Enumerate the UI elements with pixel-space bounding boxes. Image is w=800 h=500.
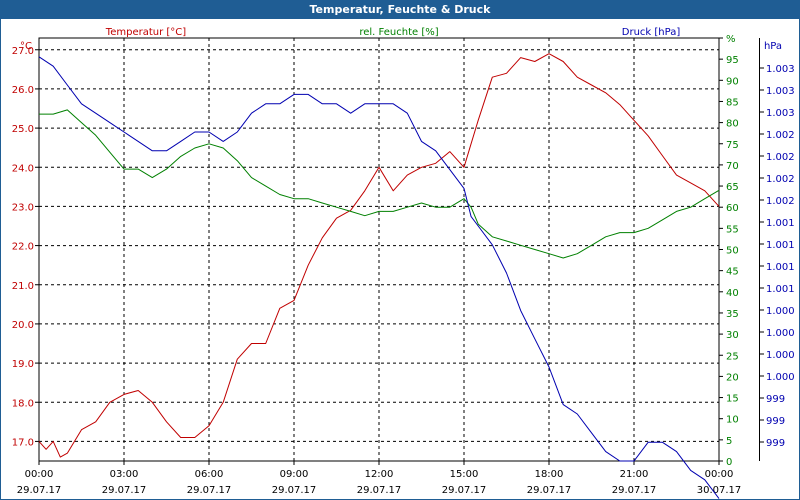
pressure-tick-label: 1.001 xyxy=(766,262,795,273)
data-series xyxy=(38,53,720,499)
temperature-tick-label: 27.0 xyxy=(12,46,34,57)
pressure-tick-label: 1.000 xyxy=(766,328,795,339)
temperature-axis-label: Temperatur [°C] xyxy=(105,27,186,38)
pressure-series-line xyxy=(38,56,720,499)
x-tick-time: 00:00 xyxy=(705,469,734,480)
humidity-tick-label: 65 xyxy=(726,182,739,193)
pressure-tick-label: 1.002 xyxy=(766,152,795,163)
humidity-tick-label: 90 xyxy=(726,76,739,87)
x-tick-time: 18:00 xyxy=(535,469,564,480)
humidity-tick-label: 70 xyxy=(726,161,739,172)
temperature-tick-label: 23.0 xyxy=(12,202,34,213)
pressure-tick-label: 1.001 xyxy=(766,284,795,295)
x-tick-date: 30.07.17 xyxy=(697,485,742,496)
pressure-tick-label: 1.002 xyxy=(766,130,795,141)
humidity-tick-label: 60 xyxy=(726,203,739,214)
pressure-tick-label: 999 xyxy=(766,394,785,405)
chart-title: Temperatur, Feuchte & Druck xyxy=(1,1,799,19)
pressure-tick-label: 1.002 xyxy=(766,174,795,185)
x-tick-date: 29.07.17 xyxy=(442,485,487,496)
humidity-tick-label: 95 xyxy=(726,55,739,66)
pressure-axis-line xyxy=(759,38,760,461)
temperature-tick-label: 18.0 xyxy=(12,398,34,409)
x-tick-time: 21:00 xyxy=(620,469,649,480)
pressure-tick-label: 999 xyxy=(766,416,785,427)
pressure-tick-label: 1.003 xyxy=(766,86,795,97)
humidity-tick-label: 55 xyxy=(726,224,739,235)
humidity-tick-label: % xyxy=(726,34,736,45)
x-tick-date: 29.07.17 xyxy=(17,485,62,496)
x-tick-time: 00:00 xyxy=(25,469,54,480)
axis-ticks: 00:00 29.07.17 03:00 29.07.17 06:00 29.07.17 0… xyxy=(12,34,795,496)
pressure-tick-label: 1.000 xyxy=(766,350,795,361)
temperature-tick-label: 19.0 xyxy=(12,359,34,370)
temperature-tick-label: 24.0 xyxy=(12,163,34,174)
x-tick-date: 29.07.17 xyxy=(187,485,232,496)
pressure-tick-label: 1.000 xyxy=(766,306,795,317)
grid-lines xyxy=(39,38,719,461)
pressure-unit-label: hPa xyxy=(764,41,782,52)
humidity-tick-label: 40 xyxy=(726,288,739,299)
humidity-tick-label: 0 xyxy=(726,457,732,468)
humidity-series-line xyxy=(39,109,720,259)
temperature-tick-label: 25.0 xyxy=(12,124,34,135)
temperature-tick-label: 20.0 xyxy=(12,320,34,331)
humidity-tick-label: 10 xyxy=(726,415,739,426)
x-tick-date: 29.07.17 xyxy=(612,485,657,496)
humidity-tick-label: 80 xyxy=(726,119,739,130)
pressure-tick-label: 1.003 xyxy=(766,108,795,119)
pressure-tick-label: 1.003 xyxy=(766,64,795,75)
humidity-tick-label: 85 xyxy=(726,97,739,108)
humidity-tick-label: 20 xyxy=(726,372,739,383)
humidity-tick-label: 15 xyxy=(726,394,739,405)
x-tick-date: 29.07.17 xyxy=(527,485,572,496)
temperature-tick-label: 17.0 xyxy=(12,437,34,448)
temperature-tick-label: 26.0 xyxy=(12,85,34,96)
x-tick-time: 06:00 xyxy=(195,469,224,480)
humidity-tick-label: 25 xyxy=(726,351,739,362)
pressure-tick-label: 1.001 xyxy=(766,240,795,251)
humidity-axis-label: rel. Feuchte [%] xyxy=(359,27,438,38)
humidity-tick-label: 30 xyxy=(726,330,739,341)
pressure-tick-label: 1.002 xyxy=(766,196,795,207)
temperature-tick-label: 22.0 xyxy=(12,242,34,253)
x-tick-date: 29.07.17 xyxy=(357,485,402,496)
humidity-tick-label: 35 xyxy=(726,309,739,320)
humidity-tick-label: 45 xyxy=(726,267,739,278)
humidity-tick-label: 50 xyxy=(726,246,739,257)
pressure-tick-label: 1.001 xyxy=(766,218,795,229)
humidity-tick-label: 75 xyxy=(726,140,739,151)
x-tick-time: 03:00 xyxy=(110,469,139,480)
temperature-series-line xyxy=(38,53,720,458)
pressure-tick-label: 1.000 xyxy=(766,372,795,383)
x-tick-date: 29.07.17 xyxy=(102,485,147,496)
x-tick-time: 09:00 xyxy=(280,469,309,480)
temperature-tick-label: 21.0 xyxy=(12,281,34,292)
x-tick-date: 29.07.17 xyxy=(272,485,317,496)
pressure-axis-label: Druck [hPa] xyxy=(622,27,681,38)
x-tick-time: 12:00 xyxy=(365,469,394,480)
x-tick-time: 15:00 xyxy=(450,469,479,480)
temperature-unit-label: °C xyxy=(20,41,32,52)
pressure-tick-label: 999 xyxy=(766,438,785,449)
humidity-tick-label: 5 xyxy=(726,436,732,447)
